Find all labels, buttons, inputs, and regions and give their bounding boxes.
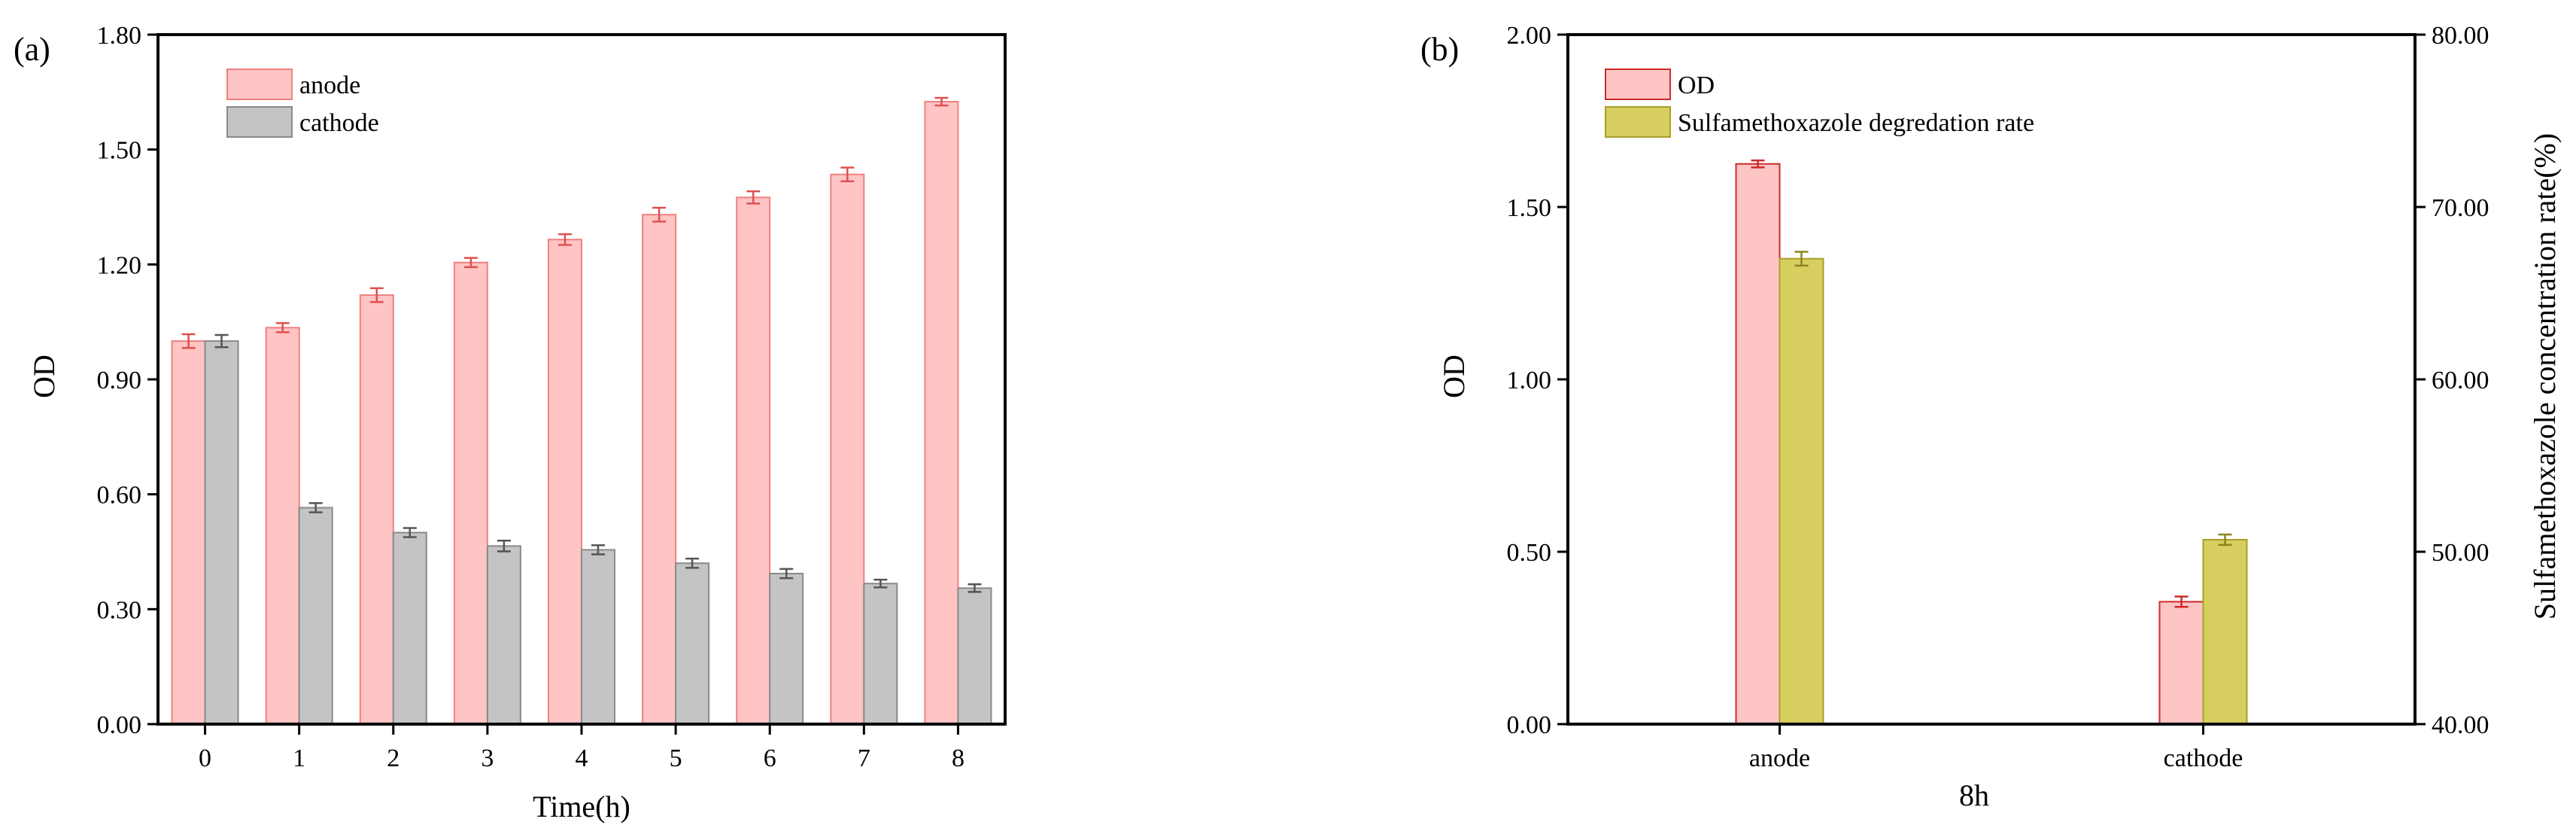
error-bar-cathode-4: [591, 544, 605, 556]
bar-cathode-8: [957, 587, 992, 725]
error-bar-anode-6: [746, 190, 761, 205]
error-bar-cathode-3: [497, 539, 511, 552]
x-tick-label: 2: [387, 744, 399, 772]
error-bar-anode-7: [840, 166, 855, 183]
x-tick-label: 1: [293, 744, 305, 772]
chart-b: (b) OD Sulfamethoxazole concentration ra…: [1420, 22, 2562, 812]
panel-a-label: (a): [14, 31, 50, 68]
x-tick-label: 6: [764, 744, 776, 772]
y-tick-label: 0.30: [97, 596, 142, 624]
bar-anode-7: [830, 173, 865, 725]
error-bar-degradation-cathode: [2218, 533, 2232, 546]
bar-cathode-4: [581, 549, 615, 726]
x-tick-label: 0: [199, 744, 211, 772]
y2-tick-label: 50.00: [2432, 539, 2489, 567]
bar-anode-6: [736, 196, 771, 725]
y-tick-label: 0.50: [1507, 539, 1552, 567]
chart-b-legend: OD Sulfamethoxazole degredation rate: [1605, 68, 2034, 138]
error-bar-cathode-6: [779, 568, 794, 580]
bar-anode-8: [924, 101, 959, 726]
legend-swatch-degradation: [1605, 106, 1671, 138]
y-tick-label: 1.50: [1507, 194, 1552, 222]
y-tick-label: 0.90: [97, 367, 142, 394]
error-bar-anode-1: [275, 321, 290, 333]
x-tick-label: 7: [858, 744, 870, 772]
bar-od-cathode: [2158, 601, 2204, 725]
legend-label-cathode: cathode: [299, 109, 379, 137]
y-tick-label: 1.50: [97, 137, 142, 165]
error-bar-cathode-8: [968, 583, 982, 593]
legend-swatch-anode: [226, 68, 293, 100]
bar-cathode-2: [392, 531, 427, 725]
bar-od-anode: [1735, 163, 1781, 725]
y-tick-label: 1.80: [97, 22, 142, 50]
y2-tick-label: 80.00: [2432, 22, 2489, 50]
bar-degradation-cathode: [2202, 538, 2248, 725]
legend-label-degradation: Sulfamethoxazole degredation rate: [1678, 109, 2034, 137]
bar-anode-2: [359, 294, 394, 725]
legend-label-anode: anode: [299, 72, 360, 99]
bar-cathode-0: [204, 340, 239, 725]
bar-anode-3: [453, 261, 488, 725]
chart-a-x-axis-label: Time(h): [533, 790, 630, 823]
y-tick-label: 1.00: [1507, 367, 1552, 394]
y2-tick-label: 70.00: [2432, 194, 2489, 222]
y2-tick-label: 40.00: [2432, 711, 2489, 739]
error-bar-anode-2: [369, 287, 384, 303]
error-bar-anode-5: [652, 206, 667, 223]
chart-a-y-axis-label: OD: [27, 355, 61, 398]
bar-cathode-6: [769, 573, 804, 725]
y-tick-label: 0.00: [97, 711, 142, 739]
bar-anode-0: [171, 340, 206, 725]
bar-cathode-3: [486, 545, 521, 725]
legend-label-od: OD: [1678, 72, 1715, 99]
chart-a-plot-frame: [156, 33, 1007, 726]
error-bar-anode-3: [463, 257, 478, 269]
error-bar-anode-8: [934, 96, 949, 107]
legend-swatch-cathode: [226, 106, 293, 138]
chart-b-x-axis-label: 8h: [1959, 778, 1989, 812]
error-bar-od-anode: [1751, 159, 1765, 169]
bar-anode-5: [642, 214, 677, 725]
x-tick-label: 5: [670, 744, 682, 772]
error-bar-cathode-5: [685, 557, 700, 569]
bar-anode-4: [548, 239, 582, 725]
error-bar-cathode-0: [214, 333, 229, 349]
x-tick-label: 8: [952, 744, 964, 772]
x-tick-label: 3: [481, 744, 494, 772]
error-bar-cathode-7: [873, 578, 888, 589]
y-tick-label: 0.00: [1507, 711, 1552, 739]
x-tick-label: 4: [576, 744, 588, 772]
panel-b-label: (b): [1420, 31, 1459, 68]
error-bar-cathode-2: [402, 527, 417, 538]
error-bar-cathode-1: [308, 502, 323, 513]
chart-a: (a) OD Time(h) 0 1 2 3 4 5 6 7 8 0.00 0.30 0.60 0.90…: [14, 22, 1007, 823]
bar-degradation-anode: [1779, 257, 1824, 725]
chart-b-plot-frame: [1566, 33, 2417, 726]
y-tick-label: 2.00: [1507, 22, 1552, 50]
bar-anode-1: [265, 327, 300, 725]
y-tick-label: 0.60: [97, 482, 142, 510]
bar-cathode-1: [298, 507, 333, 725]
x-tick-label: cathode: [2164, 744, 2243, 772]
chart-b-y2-axis-label: Sulfamethoxazole concentration rate(%): [2528, 133, 2562, 619]
error-bar-anode-4: [558, 233, 572, 246]
chart-b-y-axis-label: OD: [1437, 355, 1471, 398]
bar-cathode-5: [675, 562, 710, 725]
error-bar-anode-0: [181, 333, 196, 349]
bar-cathode-7: [863, 583, 898, 726]
error-bar-degradation-anode: [1794, 251, 1809, 267]
y-tick-label: 1.20: [97, 251, 142, 279]
error-bar-od-cathode: [2174, 595, 2189, 608]
y2-tick-label: 60.00: [2432, 367, 2489, 394]
chart-a-legend: anode cathode: [226, 68, 379, 138]
x-tick-label: anode: [1749, 744, 1810, 772]
legend-swatch-od: [1605, 68, 1671, 100]
